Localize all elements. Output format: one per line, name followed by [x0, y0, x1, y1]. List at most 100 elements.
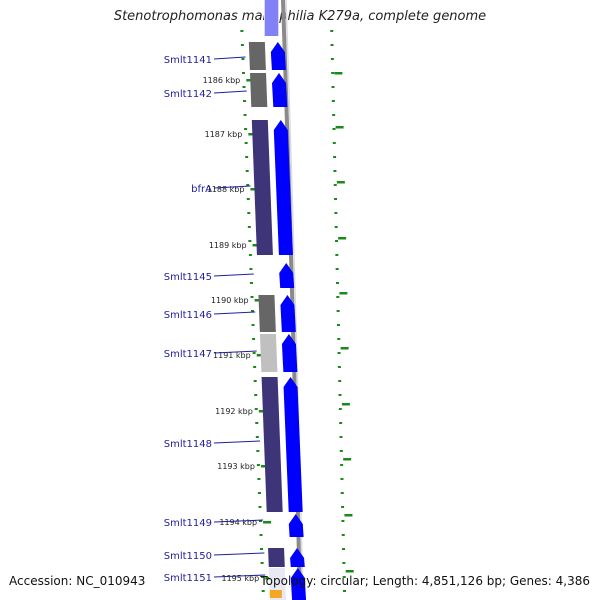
tick-dot-outer [335, 240, 339, 242]
tick-dot-outer [341, 534, 345, 536]
tick-dot-outer [333, 156, 337, 158]
tick-dot-outer [335, 254, 339, 256]
tick-dot-inner [252, 338, 256, 340]
gene-leader-line [213, 350, 257, 354]
tick-dot-outer [331, 72, 335, 74]
tick-dot-outer [336, 310, 340, 312]
tick-dot-inner [241, 72, 245, 74]
kbp-label: 1191 kbp [213, 351, 251, 360]
tick-dot-inner [249, 268, 253, 270]
gene-label[interactable]: Smlt1141 [164, 55, 212, 66]
kbp-tick-mark-outer [345, 570, 354, 573]
cds-arrow[interactable] [272, 73, 288, 107]
conservation-block [250, 73, 268, 107]
tick-dot-outer [340, 478, 344, 480]
conservation-block [251, 120, 273, 255]
cds-arrow[interactable] [270, 42, 286, 70]
kbp-tick-mark [250, 188, 259, 191]
tick-dot-inner [260, 562, 264, 564]
tick-dot-inner [240, 30, 244, 32]
tick-dot-outer [330, 58, 334, 60]
gene-label[interactable]: Smlt1146 [164, 310, 212, 321]
gene-leader-line [213, 552, 265, 556]
gene-label[interactable]: Smlt1149 [164, 518, 212, 529]
tick-dot-inner [261, 590, 265, 592]
gene-label[interactable]: Smlt1150 [164, 551, 212, 562]
tick-dot-inner [251, 324, 255, 326]
tick-dot-inner [254, 408, 258, 410]
kbp-tick-mark-outer [335, 126, 344, 129]
tick-dot-outer [331, 86, 335, 88]
gene-leader-line [213, 56, 246, 60]
kbp-tick-mark [263, 521, 272, 524]
tick-dot-outer [341, 520, 345, 522]
tick-dot-outer [337, 352, 341, 354]
tick-dot-outer [332, 128, 336, 130]
gene-label[interactable]: Smlt1147 [164, 349, 212, 360]
tick-dot-inner [256, 450, 260, 452]
tick-dot-outer [334, 198, 338, 200]
tick-dot-inner [257, 478, 261, 480]
tick-dot-outer [339, 422, 343, 424]
tick-dot-inner [243, 100, 247, 102]
tick-dot-inner [245, 170, 249, 172]
cds-arrow[interactable] [290, 548, 305, 567]
label-layer: Smlt1141 Smlt1142 bfrA Smlt1145 Smlt1146 Smlt… [164, 55, 266, 584]
tick-dot-inner [247, 226, 251, 228]
tick-dot-inner [240, 44, 244, 46]
gene-leader-line [213, 574, 266, 578]
conservation-block [248, 42, 266, 70]
highlight-mark [269, 590, 282, 598]
kbp-tick-mark-outer [340, 347, 349, 350]
tick-dot-outer [333, 184, 337, 186]
cds-arrow[interactable] [280, 295, 296, 332]
kbp-tick-mark-outer [343, 458, 352, 461]
tick-dot-inner [245, 156, 249, 158]
tick-dot-inner [244, 128, 248, 130]
kbp-tick-mark-outer [336, 181, 345, 184]
tick-dot-inner [261, 576, 265, 578]
gene-leader-line [213, 519, 264, 523]
kbp-tick-mark [260, 465, 269, 468]
kbp-label: 1194 kbp [219, 518, 257, 527]
gene-label[interactable]: Smlt1145 [164, 272, 212, 283]
kbp-tick-mark [252, 244, 261, 247]
gene-label[interactable]: Smlt1148 [164, 439, 212, 450]
tick-dot-inner [259, 520, 262, 522]
kbp-tick-mark [248, 133, 257, 136]
tick-dot-inner [255, 422, 259, 424]
cds-arrow[interactable] [273, 120, 293, 255]
conservation-block [258, 295, 276, 332]
cds-arrow[interactable] [283, 377, 303, 512]
tick-dot-outer [341, 506, 345, 508]
kbp-tick-mark-outer [341, 403, 350, 406]
tick-dot-outer [331, 100, 335, 102]
kbp-tick-mark [246, 79, 255, 82]
gene-label[interactable]: Smlt1142 [164, 89, 212, 100]
tick-dot-outer [339, 450, 343, 452]
tick-dot-outer [336, 324, 340, 326]
tick-dot-outer [342, 590, 346, 592]
cds-arrow[interactable] [288, 514, 304, 537]
gene-label[interactable]: Smlt1151 [164, 573, 212, 584]
gene-leader-line [213, 273, 254, 277]
tick-dot-inner [254, 394, 258, 396]
kbp-tick-mark [254, 299, 263, 302]
cds-arrow[interactable] [279, 263, 295, 288]
tick-dot-inner [253, 380, 257, 382]
tick-dot-inner [242, 86, 246, 88]
kbp-tick-mark [258, 410, 267, 413]
map-title: Stenotrophomonas maltophilia K279a, comp… [113, 9, 487, 24]
tick-dot-inner [252, 352, 256, 354]
backbone-highlight [285, 0, 304, 600]
tick-dot-inner [246, 184, 250, 186]
tick-dot-inner [248, 240, 252, 242]
cds-arrow[interactable] [290, 568, 307, 600]
conservation-block [268, 548, 285, 567]
cds-arrow[interactable] [281, 334, 298, 372]
kbp-label: 1195 kbp [222, 574, 260, 583]
gene-label[interactable]: bfrA [191, 184, 212, 195]
accession-label: Accession: NC_010943 [9, 574, 146, 588]
kbp-label: 1189 kbp [209, 241, 247, 250]
tick-dot-outer [342, 576, 346, 578]
